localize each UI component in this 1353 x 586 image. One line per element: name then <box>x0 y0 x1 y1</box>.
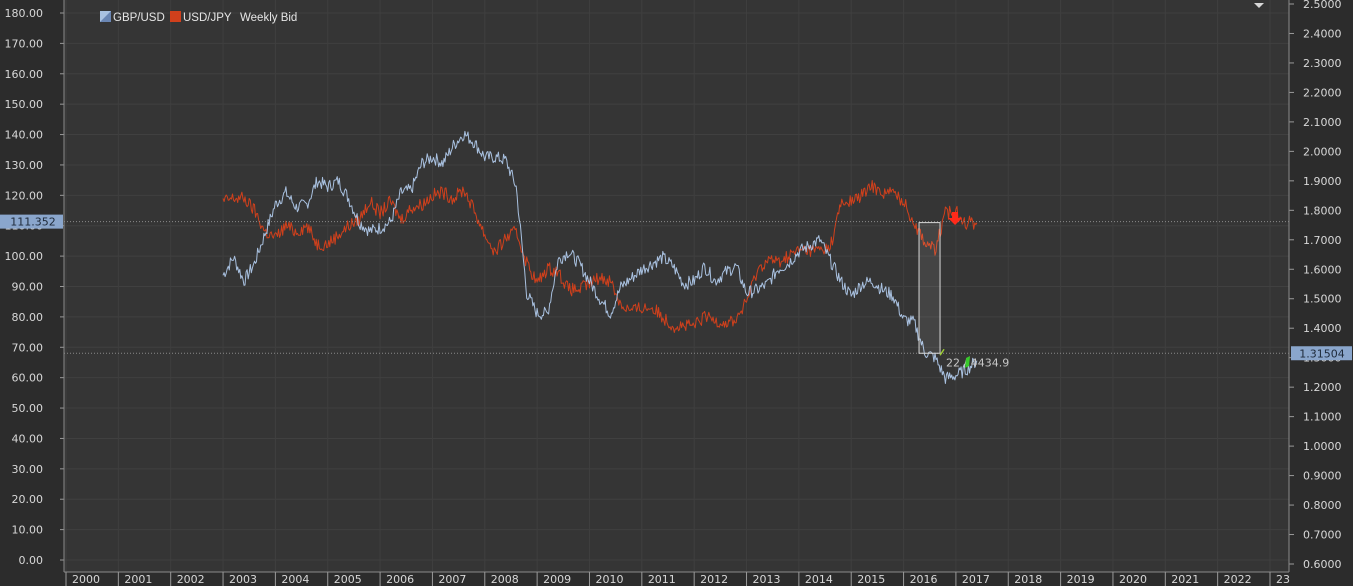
current-value-tag-right <box>1291 346 1352 361</box>
x-tick-label: 2008 <box>491 573 519 586</box>
left-tick-label: 180.00 <box>5 7 44 20</box>
measure-label: 22 / 4434.9 <box>946 356 1009 369</box>
x-tick-label: 2001 <box>124 573 152 586</box>
x-axis: 2000 2001 2002 2003 2004 2005 2006 2007 2008 2009… <box>64 571 1290 586</box>
right-tick-label: 2.2000 <box>1303 86 1342 99</box>
left-tick-label: 0.00 <box>19 554 44 567</box>
x-tick-label: 2016 <box>910 573 938 586</box>
x-tick-label: 23 <box>1276 573 1290 586</box>
current-value-label-right: 1.31504 <box>1299 347 1345 360</box>
measure-box <box>918 222 941 354</box>
x-tick-label: 2003 <box>229 573 257 586</box>
right-tick-label: 1.8000 <box>1303 204 1342 217</box>
left-tick-label: 140.00 <box>5 129 44 142</box>
right-tick-label: 1.6000 <box>1303 263 1342 276</box>
x-tick-label: 2017 <box>962 573 990 586</box>
measure-tick <box>939 348 945 356</box>
left-tick-label: 70.00 <box>12 341 44 354</box>
series-line-gbpusd <box>222 130 978 384</box>
left-tick-label: 30.00 <box>12 463 44 476</box>
left-tick-label: 130.00 <box>5 159 44 172</box>
left-tick-label: 170.00 <box>5 37 44 50</box>
grid <box>64 0 1289 572</box>
series-line-usdjpy <box>222 180 978 333</box>
x-tick-label: 2021 <box>1171 573 1199 586</box>
x-tick-label: 2002 <box>177 573 205 586</box>
x-tick-label: 2015 <box>857 573 885 586</box>
left-tick-label: 120.00 <box>5 189 44 202</box>
right-tick-label: 1.1000 <box>1303 411 1342 424</box>
legend-label-gbpusd: GBP/USD <box>113 12 165 24</box>
right-tick-label: 1.5000 <box>1303 293 1342 306</box>
left-tick-label: 100.00 <box>5 250 44 263</box>
left-tick-label: 90.00 <box>12 281 44 294</box>
left-tick-label: 150.00 <box>5 98 44 111</box>
x-tick-label: 2004 <box>281 573 309 586</box>
right-tick-label: 0.6000 <box>1303 558 1342 571</box>
left-tick-label: 50.00 <box>12 402 44 415</box>
x-tick-label: 2020 <box>1119 573 1147 586</box>
x-tick-label: 2022 <box>1224 573 1252 586</box>
x-tick-label: 2018 <box>1014 573 1042 586</box>
legend-swatch-gbpusd-shade <box>100 11 111 22</box>
series-layer <box>222 130 978 384</box>
right-tick-label: 1.0000 <box>1303 440 1342 453</box>
right-tick-label: 1.9000 <box>1303 175 1342 188</box>
current-value-label-left: 111.352 <box>10 216 56 229</box>
arrow-down-icon <box>948 212 963 225</box>
right-tick-label: 1.4000 <box>1303 322 1342 335</box>
flag-icon <box>965 356 971 368</box>
left-tick-label: 60.00 <box>12 372 44 385</box>
right-tick-label: 2.1000 <box>1303 116 1342 129</box>
right-tick-label: 0.9000 <box>1303 470 1342 483</box>
left-tick-label: 10.00 <box>12 524 44 537</box>
legend: GBP/USD USD/JPY Weekly Bid <box>100 11 297 24</box>
left-tick-label: 160.00 <box>5 68 44 81</box>
right-tick-label: 1.7000 <box>1303 234 1342 247</box>
left-axis: 0.00 10.00 20.00 30.00 40.00 50.00 60.00 70.00 8… <box>5 0 65 572</box>
right-tick-label: 2.0000 <box>1303 145 1342 158</box>
x-tick-label: 2010 <box>595 573 623 586</box>
left-tick-label: 20.00 <box>12 493 44 506</box>
right-axis: 0.6000 0.7000 0.8000 0.9000 1.0000 1.1000 1.20… <box>1288 0 1342 572</box>
current-value-tag-left <box>0 214 63 229</box>
legend-suffix: Weekly Bid <box>240 12 297 24</box>
right-tick-label: 0.8000 <box>1303 499 1342 512</box>
annotation-layer: 111.352 1.31504 22 / 4434.9 <box>0 212 1352 369</box>
right-tick-label: 0.7000 <box>1303 529 1342 542</box>
x-tick-label: 2019 <box>1067 573 1095 586</box>
x-tick-label: 2013 <box>753 573 781 586</box>
legend-label-usdjpy: USD/JPY <box>183 12 232 24</box>
left-tick-label: 80.00 <box>12 311 44 324</box>
chevron-down-icon[interactable] <box>1254 3 1264 8</box>
x-tick-label: 2011 <box>648 573 676 586</box>
x-tick-label: 2009 <box>543 573 571 586</box>
x-tick-label: 2005 <box>334 573 362 586</box>
legend-swatch-usdjpy <box>170 11 181 22</box>
x-tick-label: 2007 <box>438 573 466 586</box>
right-tick-label: 2.5000 <box>1303 0 1342 11</box>
left-tick-label: 40.00 <box>12 432 44 445</box>
x-tick-label: 2006 <box>386 573 414 586</box>
right-tick-label: 2.4000 <box>1303 27 1342 40</box>
x-tick-label: 2014 <box>805 573 833 586</box>
x-tick-label: 2000 <box>72 573 100 586</box>
right-tick-label: 1.2000 <box>1303 381 1342 394</box>
right-tick-label: 2.3000 <box>1303 57 1342 70</box>
x-tick-label: 2012 <box>700 573 728 586</box>
